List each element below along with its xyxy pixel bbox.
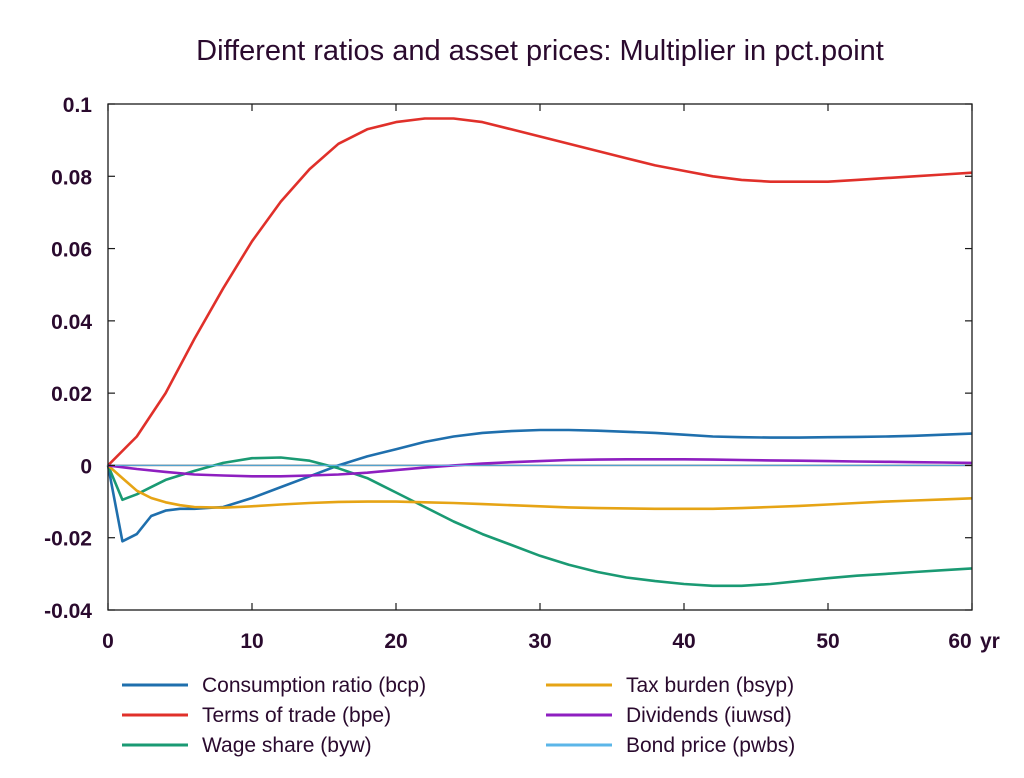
y-tick-label: 0.08 <box>51 166 92 189</box>
chart-title: Different ratios and asset prices: Multi… <box>196 35 884 67</box>
series-line-4 <box>107 458 973 478</box>
x-tick-label: 40 <box>672 630 695 653</box>
series-line-3 <box>107 464 973 511</box>
x-tick-label: 30 <box>528 630 551 653</box>
y-tick-label: 0.06 <box>51 239 92 262</box>
y-tick-label: -0.04 <box>44 600 92 623</box>
legend-item: Terms of trade (bpe) <box>122 704 391 727</box>
legend: Consumption ratio (bcp) Terms of trade (b… <box>122 674 795 757</box>
x-tick-label: 50 <box>816 630 839 653</box>
legend-label: Tax burden (bsyp) <box>626 674 794 697</box>
series-line-1 <box>107 117 973 467</box>
x-tick-label: 10 <box>240 630 263 653</box>
x-unit-label: yr <box>980 630 1000 653</box>
legend-label: Consumption ratio (bcp) <box>202 674 426 697</box>
legend-item: Dividends (iuwsd) <box>546 704 792 727</box>
y-tick-label: 0.04 <box>51 311 92 334</box>
x-tick-label: 20 <box>384 630 407 653</box>
axes: -0.04 -0.02 0 0.02 0.04 0.06 0.08 0.1 0 10 20 30 40 5… <box>44 94 1000 653</box>
series-line-2 <box>106 456 973 588</box>
legend-label: Terms of trade (bpe) <box>202 704 391 727</box>
series-line-0 <box>106 428 973 543</box>
legend-item: Bond price (pwbs) <box>546 734 795 757</box>
y-tick-label: 0.02 <box>51 383 92 406</box>
legend-item: Wage share (byw) <box>122 734 372 757</box>
legend-label: Dividends (iuwsd) <box>626 704 792 727</box>
y-tick-label: 0.1 <box>63 94 93 117</box>
y-tick-label: -0.02 <box>44 528 92 551</box>
legend-item: Consumption ratio (bcp) <box>122 674 426 697</box>
x-tick-label: 60 <box>948 630 971 653</box>
x-tick-label: 0 <box>102 630 114 653</box>
y-tick-label: 0 <box>80 455 92 478</box>
plot-area <box>106 117 973 588</box>
legend-label: Wage share (byw) <box>202 734 372 757</box>
legend-label: Bond price (pwbs) <box>626 734 795 757</box>
legend-item: Tax burden (bsyp) <box>546 674 794 697</box>
